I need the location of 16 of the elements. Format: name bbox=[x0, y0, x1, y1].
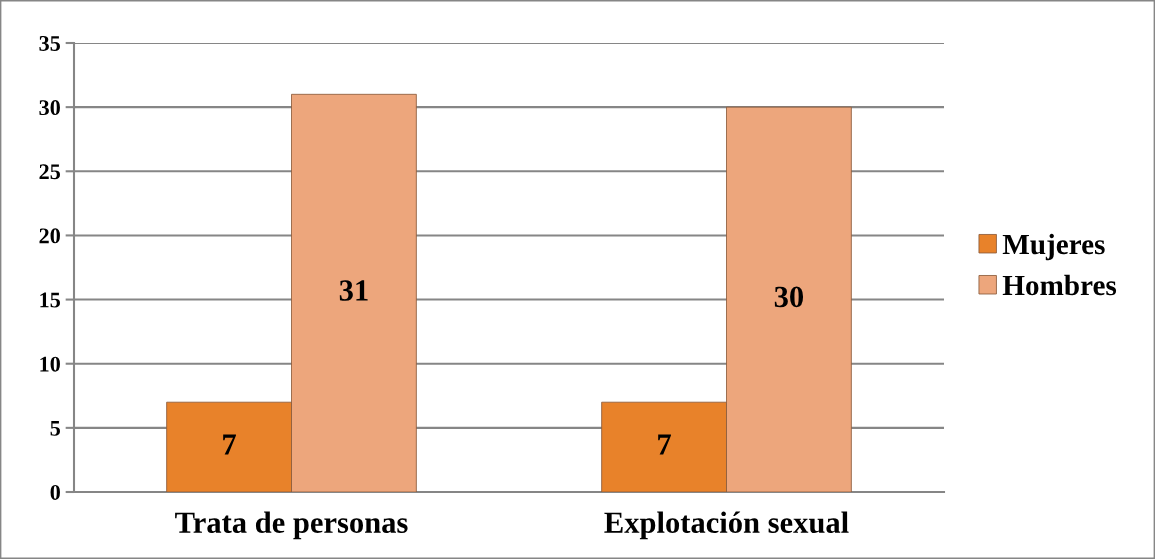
x-tick-label: Trata de personas bbox=[175, 511, 408, 540]
y-tick-label: 20 bbox=[39, 228, 60, 244]
y-tick-label: 35 bbox=[39, 35, 60, 51]
y-tick-label: 5 bbox=[50, 421, 60, 436]
y-tick-label: 25 bbox=[39, 164, 60, 180]
data-label: 7 bbox=[223, 434, 236, 455]
y-tick-label: 10 bbox=[40, 356, 60, 372]
data-label: 31 bbox=[339, 280, 368, 301]
x-tick-label: Explotación sexual bbox=[604, 511, 849, 540]
y-tick-label: 0 bbox=[50, 484, 60, 500]
data-label: 7 bbox=[658, 434, 671, 455]
y-tick-label: 15 bbox=[40, 292, 60, 308]
data-label: 30 bbox=[774, 286, 804, 308]
legend-label: Mujeres bbox=[1002, 233, 1105, 261]
legend-label: Hombres bbox=[1002, 274, 1117, 296]
y-tick-label: 30 bbox=[39, 100, 60, 116]
